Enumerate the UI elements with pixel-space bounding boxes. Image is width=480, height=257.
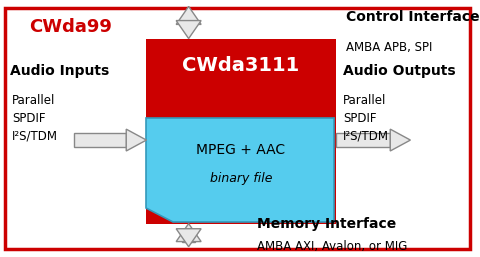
Text: binary file: binary file xyxy=(210,172,272,185)
Text: Parallel
SPDIF
I²S/TDM: Parallel SPDIF I²S/TDM xyxy=(343,94,389,143)
FancyBboxPatch shape xyxy=(146,39,336,224)
Polygon shape xyxy=(390,129,410,151)
Text: AMBA APB, SPI: AMBA APB, SPI xyxy=(346,41,432,54)
FancyBboxPatch shape xyxy=(182,21,195,24)
Polygon shape xyxy=(176,6,201,24)
Text: Audio Outputs: Audio Outputs xyxy=(343,64,456,78)
FancyBboxPatch shape xyxy=(5,8,470,249)
Text: Memory Interface: Memory Interface xyxy=(257,217,396,231)
FancyBboxPatch shape xyxy=(182,229,195,242)
Text: MPEG + AAC: MPEG + AAC xyxy=(196,143,286,157)
Polygon shape xyxy=(176,229,201,247)
Text: AMBA AXI, Avalon, or MIG: AMBA AXI, Avalon, or MIG xyxy=(257,240,407,253)
Polygon shape xyxy=(126,129,146,151)
FancyBboxPatch shape xyxy=(336,133,390,147)
Text: Control Interface: Control Interface xyxy=(346,10,479,24)
Polygon shape xyxy=(176,224,201,242)
Polygon shape xyxy=(176,21,201,39)
FancyBboxPatch shape xyxy=(74,133,126,147)
Text: Parallel
SPDIF
I²S/TDM: Parallel SPDIF I²S/TDM xyxy=(12,94,58,143)
Text: Audio Inputs: Audio Inputs xyxy=(10,64,109,78)
Text: CWda3111: CWda3111 xyxy=(182,56,300,75)
Polygon shape xyxy=(146,118,334,222)
Text: CWda99: CWda99 xyxy=(29,18,112,36)
